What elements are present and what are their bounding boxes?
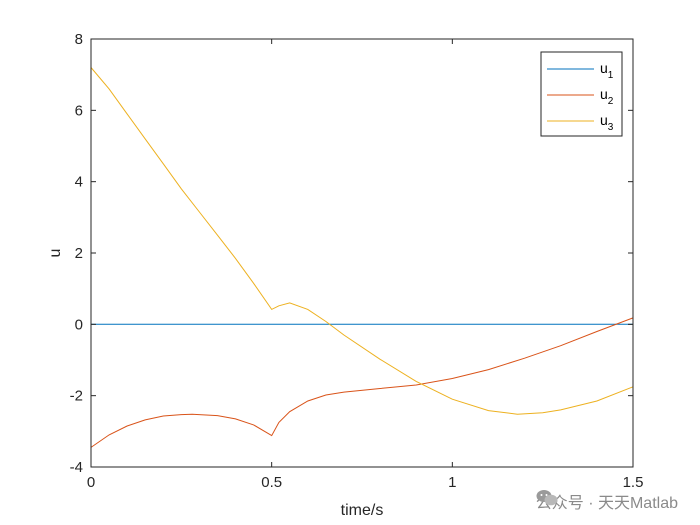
x-tick-label: 1.5 [623,474,644,491]
y-tick-label: 0 [75,316,83,333]
x-tick-label: 0 [87,474,95,491]
x-tick-label: 0.5 [261,474,282,491]
y-tick-label: 6 [75,102,83,119]
y-tick-label: 8 [75,31,83,48]
watermark: 公众号 · 天天Matlab [536,489,678,513]
y-tick-label: 2 [75,245,83,262]
series-line-2 [90,317,634,448]
legend-label-3: u3 [600,112,614,133]
legend-label-1: u1 [600,60,614,81]
watermark-text: 公众号 · 天天Matlab [535,495,678,512]
x-axis-label: time/s [341,502,384,519]
legend-label-2: u2 [600,86,614,107]
y-tick-label: -4 [70,459,83,476]
y-tick-label: -2 [70,388,83,405]
y-tick-label: 4 [75,174,83,191]
series-line-3 [90,67,634,415]
y-axis-label: u [47,249,64,258]
legend-box [540,51,623,137]
wechat-icon [536,490,558,506]
x-tick-label: 1 [448,474,456,491]
